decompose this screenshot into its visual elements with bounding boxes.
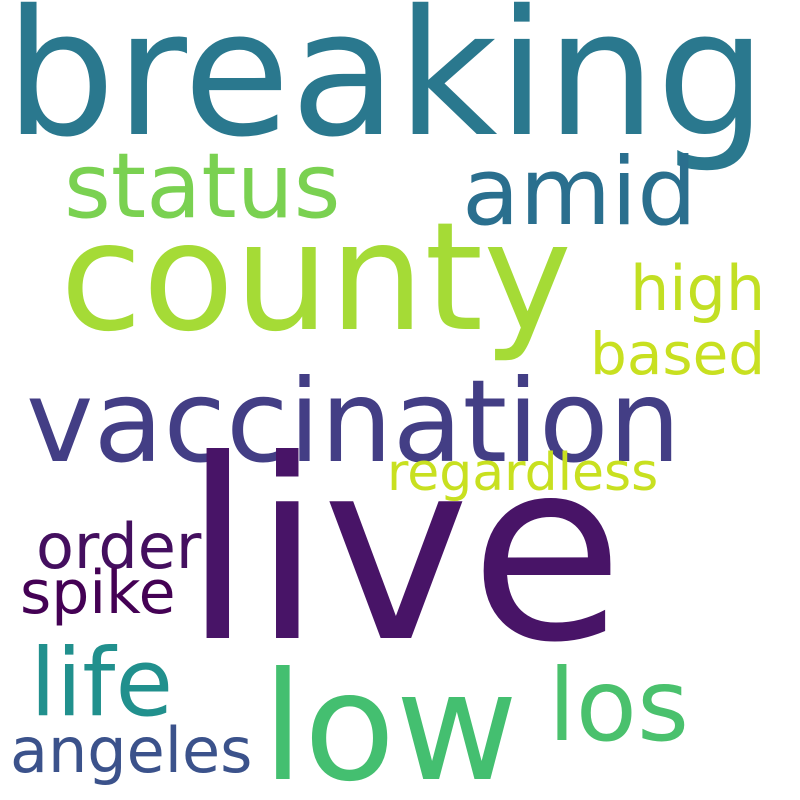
word-low: low	[262, 641, 519, 800]
word-high: high	[630, 252, 766, 325]
word-angeles: angeles	[10, 714, 253, 787]
word-regardless: regardless	[387, 443, 659, 503]
word-status: status	[64, 134, 341, 239]
word-amid: amid	[462, 138, 697, 247]
word-spike: spike	[20, 558, 176, 628]
word-los: los	[548, 647, 690, 764]
word-breaking: breaking	[5, 0, 767, 176]
word-order: order	[36, 510, 202, 583]
word-live: live	[183, 406, 624, 697]
word-based: based	[590, 320, 766, 388]
word-vaccination: vaccination	[26, 355, 681, 488]
word-county: county	[60, 191, 572, 365]
word-life: life	[30, 629, 174, 738]
